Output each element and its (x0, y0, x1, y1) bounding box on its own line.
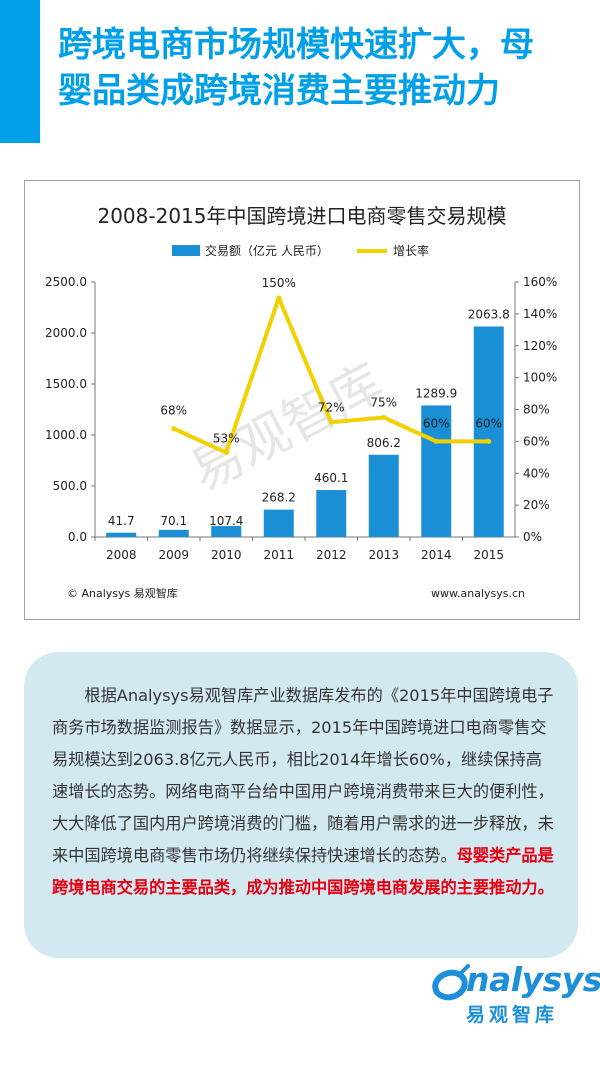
growth-rate-label: 150% (262, 276, 296, 290)
chart-watermark: 易观智库 (181, 353, 393, 504)
title-accent-bar (0, 0, 40, 143)
growth-rate-label: 68% (160, 404, 187, 418)
growth-rate-point (433, 438, 439, 444)
summary-highlight: 母婴类产品是跨境电商交易的主要品类，成为推动中国跨境电商发展的主要推动力。 (52, 846, 554, 897)
bar (368, 454, 399, 537)
right-tick-label: 100% (523, 371, 557, 385)
bar-value-label: 2063.8 (468, 307, 510, 321)
bar-value-label: 460.1 (314, 471, 348, 485)
growth-rate-point (328, 419, 334, 425)
right-tick-label: 80% (523, 403, 550, 417)
growth-rate-label: 60% (423, 416, 450, 430)
left-tick-label: 1000.0 (45, 428, 87, 442)
x-tick-label: 2008 (106, 548, 137, 562)
right-tick-label: 40% (523, 466, 550, 480)
right-tick-label: 60% (523, 434, 550, 448)
chart-panel: 易观智库 2008-2015年中国跨境进口电商零售交易规模交易额（亿元 人民币） 增… (24, 180, 580, 620)
right-tick-label: 0% (523, 530, 542, 544)
right-tick-label: 120% (523, 339, 557, 353)
left-tick-label: 500.0 (53, 479, 87, 493)
legend-bar-swatch (172, 245, 200, 256)
logo-word: nalysys (466, 960, 600, 999)
growth-rate-label: 53% (213, 432, 240, 446)
summary-panel: 根据Analysys易观智库产业数据库发布的《2015年中国跨境电子商务市场数据… (24, 652, 578, 958)
title-line-1: 跨境电商市场规模快速扩大，母 (58, 25, 534, 65)
analysys-logo: nalysys 易观智库 (432, 960, 600, 1030)
logo-a-swoosh-icon (432, 964, 470, 1001)
right-tick-label: 20% (523, 498, 550, 512)
title-line-2: 婴品类成跨境消费主要推动力 (58, 71, 500, 111)
x-tick-label: 2012 (316, 548, 347, 562)
x-tick-label: 2010 (211, 548, 242, 562)
bar (106, 532, 137, 537)
growth-rate-point (276, 295, 282, 301)
bar-value-label: 107.4 (209, 514, 243, 528)
bar-value-label: 806.2 (367, 436, 401, 450)
bar-value-label: 41.7 (108, 514, 135, 528)
page-title: 跨境电商市场规模快速扩大，母 婴品类成跨境消费主要推动力 (58, 22, 588, 114)
growth-rate-label: 60% (475, 416, 502, 430)
bar (263, 509, 294, 537)
x-tick-label: 2013 (368, 548, 399, 562)
left-tick-label: 2000.0 (45, 326, 87, 340)
left-tick-label: 1500.0 (45, 377, 87, 391)
growth-rate-label: 72% (318, 400, 345, 414)
legend-line-label: 增长率 (393, 243, 429, 258)
chart-footer-url: www.analysys.cn (431, 587, 525, 600)
x-tick-label: 2009 (158, 548, 189, 562)
left-tick-label: 0.0 (68, 530, 87, 544)
bar (421, 405, 452, 537)
growth-rate-label: 75% (370, 395, 397, 409)
left-tick-label: 2500.0 (45, 275, 87, 289)
bar-value-label: 1289.9 (415, 386, 457, 400)
x-tick-label: 2011 (263, 548, 294, 562)
x-tick-label: 2015 (473, 548, 504, 562)
right-tick-label: 160% (523, 275, 557, 289)
growth-rate-point (223, 450, 229, 456)
growth-rate-point (171, 426, 177, 432)
x-tick-label: 2014 (421, 548, 452, 562)
growth-rate-point (381, 414, 387, 420)
chart-footer-copyright: © Analysys 易观智库 (67, 586, 178, 600)
bar (158, 529, 189, 537)
legend-bar-label: 交易额（亿元 人民币） (205, 243, 329, 258)
bar (473, 326, 504, 537)
bar (211, 526, 242, 537)
summary-paragraph: 根据Analysys易观智库产业数据库发布的《2015年中国跨境电子商务市场数据… (52, 680, 556, 904)
bar-value-label: 268.2 (262, 491, 296, 505)
summary-text: 根据Analysys易观智库产业数据库发布的《2015年中国跨境电子商务市场数据… (52, 686, 554, 865)
bar-value-label: 70.1 (160, 514, 187, 528)
growth-rate-point (486, 438, 492, 444)
chart-title: 2008-2015年中国跨境进口电商零售交易规模 (97, 204, 506, 228)
logo-chinese: 易观智库 (466, 1004, 559, 1026)
right-tick-label: 140% (523, 307, 557, 321)
bar (316, 490, 347, 537)
